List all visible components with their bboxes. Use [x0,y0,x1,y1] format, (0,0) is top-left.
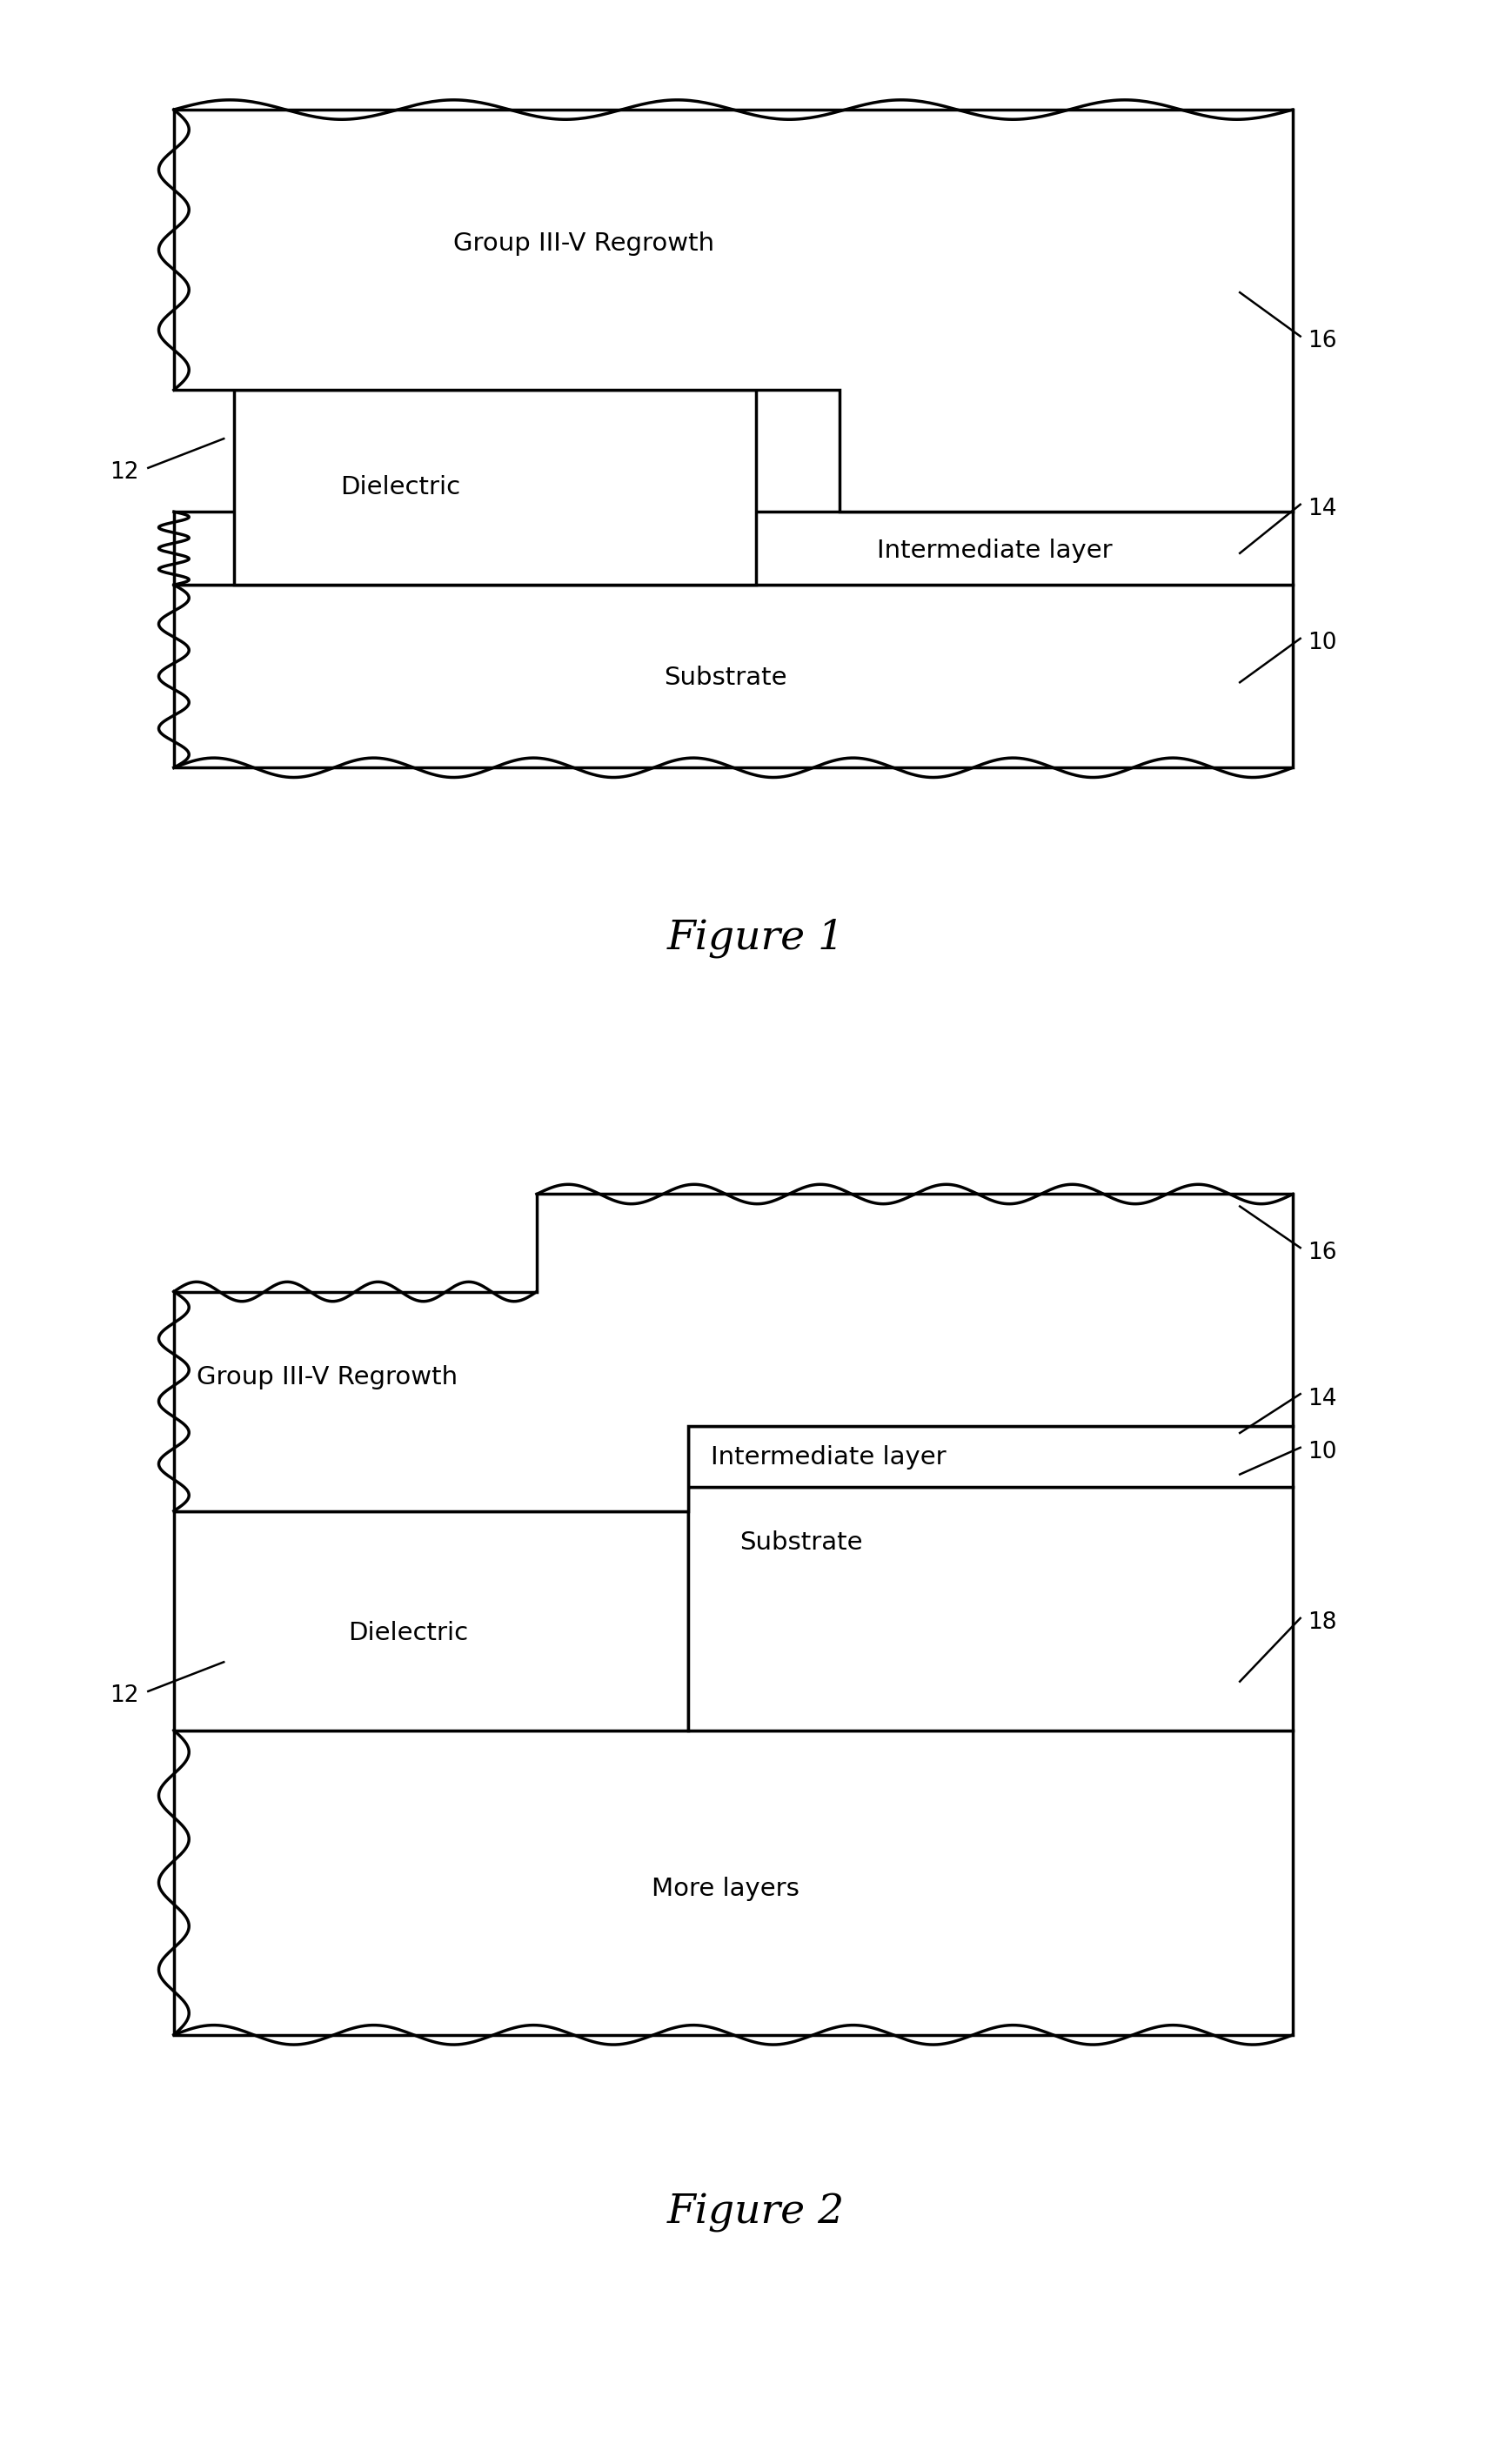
Text: 14: 14 [1308,1387,1337,1411]
Text: Substrate: Substrate [664,665,788,690]
Polygon shape [234,390,756,585]
Text: More layers: More layers [652,1876,800,1901]
Polygon shape [174,585,1293,768]
Text: 10: 10 [1308,631,1337,656]
Text: 14: 14 [1308,497,1337,522]
Polygon shape [174,512,1293,585]
Text: 12: 12 [110,1684,139,1708]
Text: Figure 2: Figure 2 [667,2193,845,2232]
Text: 10: 10 [1308,1440,1337,1465]
Text: Dielectric: Dielectric [340,475,461,500]
Polygon shape [174,1730,1293,2035]
Text: Figure 1: Figure 1 [667,919,845,958]
Text: Intermediate layer: Intermediate layer [711,1445,947,1470]
Text: Group III-V Regrowth: Group III-V Regrowth [197,1365,458,1389]
Polygon shape [688,1426,1293,1487]
Text: 18: 18 [1308,1611,1337,1635]
Text: 16: 16 [1308,329,1337,353]
Polygon shape [174,1511,688,1730]
Text: 16: 16 [1308,1240,1337,1265]
Text: Dielectric: Dielectric [348,1621,469,1645]
Text: 12: 12 [110,461,139,485]
Polygon shape [174,110,1293,512]
Text: Substrate: Substrate [739,1530,863,1555]
Polygon shape [174,1194,1293,1511]
Text: Group III-V Regrowth: Group III-V Regrowth [454,232,715,256]
Polygon shape [688,1487,1293,1730]
Text: Intermediate layer: Intermediate layer [877,539,1113,563]
